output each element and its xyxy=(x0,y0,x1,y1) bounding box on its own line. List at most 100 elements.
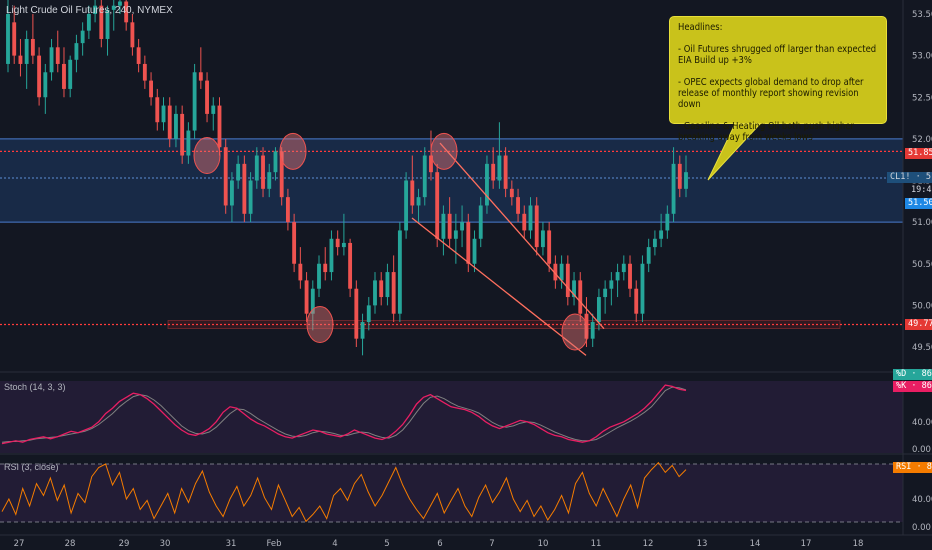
highlight-circle xyxy=(561,313,589,351)
candle-body xyxy=(553,263,558,281)
candle-body xyxy=(385,272,390,298)
candle-body xyxy=(429,155,433,173)
time-tick-label: 14 xyxy=(750,539,761,549)
stoch-tick-label: 0.00 xyxy=(912,445,931,455)
candle-body xyxy=(596,297,601,323)
candle-body xyxy=(677,163,682,189)
candle-body xyxy=(460,222,465,231)
rsi-tick-label: 0.00 xyxy=(912,523,931,533)
candle-body xyxy=(304,280,309,314)
candle-body xyxy=(217,105,222,148)
price-tick-label: 50.00 xyxy=(912,301,932,311)
candle-body xyxy=(211,105,216,114)
candle-body xyxy=(317,263,321,289)
stoch-tick-label: 40.00 xyxy=(912,418,932,428)
candle-body xyxy=(640,263,645,314)
candle-body xyxy=(329,238,334,273)
candle-body xyxy=(516,197,520,214)
candle-body xyxy=(621,263,626,273)
headline-item: - Gasoline & Heating Oil both push highe… xyxy=(678,121,854,143)
rsi-pane[interactable] xyxy=(0,461,903,523)
candle-body xyxy=(192,72,197,131)
candle-body xyxy=(74,43,79,60)
headline-callout: Headlines: - Oil Futures shrugged off la… xyxy=(669,16,887,143)
stoch-band xyxy=(0,381,903,453)
candle-body xyxy=(310,288,315,314)
price-tick-label: 52.00 xyxy=(912,135,932,145)
candle-body xyxy=(404,180,409,231)
candle-body xyxy=(99,5,104,39)
candle-body xyxy=(684,172,688,189)
candle-body xyxy=(43,72,48,98)
candle-body xyxy=(118,1,122,6)
candle-body xyxy=(236,163,241,181)
time-tick-label: 30 xyxy=(160,539,171,549)
candle-body xyxy=(93,5,98,15)
candle-body xyxy=(373,280,377,306)
price-tick-label: 50.50 xyxy=(912,260,932,270)
candle-body xyxy=(628,263,632,289)
candle-body xyxy=(565,263,570,298)
candle-body xyxy=(572,280,576,298)
trend-line-lower xyxy=(411,217,587,356)
candle-body xyxy=(659,230,664,239)
headline-item: - OPEC expects global demand to drop aft… xyxy=(678,77,864,110)
candle-body xyxy=(360,322,365,339)
candle-body xyxy=(142,63,147,81)
candle-body xyxy=(248,180,253,214)
candle-body xyxy=(391,272,396,314)
candle-body xyxy=(634,288,639,314)
highlight-circle xyxy=(430,132,458,170)
candle-body xyxy=(528,205,533,231)
candle-body xyxy=(379,280,384,298)
candle-body xyxy=(491,163,496,181)
candle-body xyxy=(86,14,91,31)
candle-body xyxy=(279,151,284,198)
stochastic-pane[interactable] xyxy=(0,381,903,453)
stoch-title: Stoch (14, 3, 3) xyxy=(4,382,66,392)
candle-body xyxy=(354,288,359,339)
candle-body xyxy=(186,130,191,156)
candle-body xyxy=(397,230,402,314)
time-tick-label: Feb xyxy=(266,539,281,549)
candle-body xyxy=(18,55,23,64)
time-tick-label: 13 xyxy=(697,539,708,549)
candle-body xyxy=(267,172,272,189)
price-tick-label: 53.00 xyxy=(912,52,932,62)
candle-body xyxy=(646,247,651,264)
headline-item: - Oil Futures shrugged off larger than e… xyxy=(678,44,877,66)
stoch-d-tag: %D · 86.86 xyxy=(893,369,932,380)
candle-body xyxy=(261,155,265,189)
candle-body xyxy=(55,47,60,64)
highlight-circle xyxy=(279,132,307,170)
candle-body xyxy=(547,230,552,264)
highlight-circle xyxy=(306,306,334,344)
candle-body xyxy=(298,263,303,281)
candle-body xyxy=(111,5,116,10)
candle-body xyxy=(497,155,502,181)
candle-body xyxy=(441,213,446,239)
highlight-circle xyxy=(193,137,221,175)
support-price-tag: 49.77 xyxy=(905,319,932,330)
candle-body xyxy=(609,280,614,289)
candle-body xyxy=(472,238,477,264)
candle-body xyxy=(522,213,527,231)
stoch-k-tag: %K · 86.15 xyxy=(893,381,932,392)
time-tick-label: 4 xyxy=(332,539,337,549)
price-pane[interactable] xyxy=(0,0,903,356)
candle-body xyxy=(416,197,421,206)
candle-body xyxy=(24,38,29,64)
time-tick-label: 5 xyxy=(384,539,389,549)
candle-body xyxy=(603,288,608,298)
candle-body xyxy=(6,14,10,64)
headline-title: Headlines: xyxy=(678,22,723,33)
candle-body xyxy=(578,280,583,314)
price-tick-label: 52.50 xyxy=(912,93,932,103)
countdown-tag: 19:42 xyxy=(908,185,932,196)
time-tick-label: 17 xyxy=(801,539,812,549)
candle-body xyxy=(478,205,483,239)
time-tick-label: 31 xyxy=(226,539,237,549)
rsi-tag: RSI · 82.61 xyxy=(893,462,932,473)
candle-body xyxy=(136,47,141,64)
